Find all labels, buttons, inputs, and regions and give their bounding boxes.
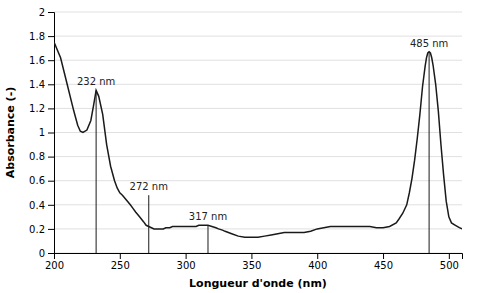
tick-mark	[383, 253, 384, 259]
tick-mark	[48, 36, 54, 37]
peak-line	[429, 52, 430, 253]
tick-mark	[449, 253, 450, 259]
tick-mark	[48, 60, 54, 61]
tick: 1.6	[29, 55, 54, 66]
peak-line	[148, 195, 149, 253]
axis-line	[55, 254, 463, 260]
y-axis: 0 0.2 0.4 0.6 0.8 1 1.2 1.4 1.6 1.8 2	[29, 7, 54, 259]
annotation: 485 nm	[410, 38, 448, 49]
tick-mark	[48, 84, 54, 85]
grid-line	[54, 228, 462, 229]
tick-label: 300	[177, 260, 196, 271]
tick-mark	[48, 108, 54, 109]
tick: 0.8	[29, 151, 54, 162]
annotation: 232 nm	[77, 76, 115, 87]
tick-mark	[48, 253, 54, 254]
tick: 1.8	[29, 31, 54, 42]
tick: 2	[39, 7, 54, 18]
tick: 450	[374, 253, 393, 271]
tick: 1.4	[29, 79, 54, 90]
tick-label: 0.6	[29, 175, 45, 186]
tick-label: 0.4	[29, 200, 45, 211]
grid	[54, 12, 462, 253]
tick-label: 0.2	[29, 224, 45, 235]
tick-label: 2	[39, 7, 45, 18]
grid-line	[54, 60, 462, 61]
annotation: 272 nm	[130, 181, 168, 192]
x-axis: 200 250 300 350 400 450 500	[45, 253, 463, 271]
tick-mark	[186, 253, 187, 259]
tick-label: 450	[374, 260, 393, 271]
tick: 0.2	[29, 224, 54, 235]
grid-line	[54, 36, 462, 37]
tick: 250	[111, 253, 130, 271]
plot-area	[54, 42, 462, 253]
tick: 200	[45, 253, 64, 271]
tick-label: 1.4	[29, 79, 45, 90]
tick: 300	[177, 253, 196, 271]
grid-line	[54, 156, 462, 157]
grid-line	[54, 204, 462, 205]
tick-mark	[48, 133, 54, 134]
tick-label: 200	[45, 260, 64, 271]
absorbance-line	[54, 42, 462, 237]
tick-label: 500	[440, 260, 459, 271]
tick: 400	[308, 253, 327, 271]
tick-label: 0.8	[29, 151, 45, 162]
x-axis-title: Longueur d'onde (nm)	[189, 277, 327, 290]
tick-mark	[48, 157, 54, 158]
peak-line	[207, 225, 208, 253]
tick-label: 1.6	[29, 55, 45, 66]
tick-mark	[120, 253, 121, 259]
tick: 350	[242, 253, 261, 271]
tick: 0.6	[29, 175, 54, 186]
tick: 0.4	[29, 200, 54, 211]
y-axis-title: Absorbance (-)	[4, 87, 17, 178]
chart: 200 250 300 350 400 450 500 0 0.2 0.4 0.6 0.8 1 1.2 1.…	[0, 0, 478, 293]
axis-line	[48, 13, 55, 254]
tick-mark	[48, 181, 54, 182]
annotation: 317 nm	[189, 211, 227, 222]
tick-label: 1.8	[29, 31, 45, 42]
tick-mark	[48, 205, 54, 206]
tick: 1.2	[29, 103, 54, 114]
grid-line	[54, 12, 462, 13]
tick-mark	[317, 253, 318, 259]
tick-label: 1.2	[29, 103, 45, 114]
grid-line	[54, 132, 462, 133]
tick-label: 400	[308, 260, 327, 271]
peak-line	[96, 90, 97, 253]
tick: 0	[39, 248, 54, 259]
tick-mark	[48, 229, 54, 230]
tick: 500	[440, 253, 459, 271]
tick-label: 1	[39, 127, 45, 138]
tick-mark	[48, 12, 54, 13]
tick-label: 350	[242, 260, 261, 271]
tick: 1	[39, 127, 54, 138]
tick-mark	[251, 253, 252, 259]
annotations: 232 nm 272 nm 317 nm 485 nm	[77, 38, 448, 223]
tick-label: 250	[111, 260, 130, 271]
grid-line	[54, 108, 462, 109]
tick-label: 0	[39, 248, 45, 259]
